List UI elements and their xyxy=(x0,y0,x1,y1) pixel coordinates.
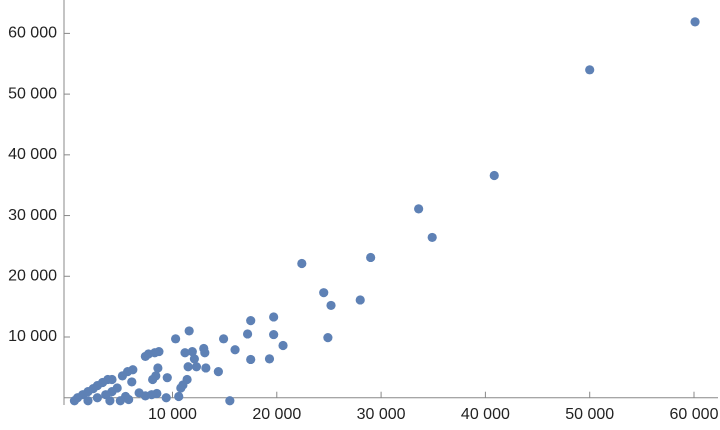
point xyxy=(213,367,223,377)
point xyxy=(218,334,229,344)
point xyxy=(83,396,93,406)
point xyxy=(230,345,240,355)
point xyxy=(105,396,115,406)
y-tick-label: 40 000 xyxy=(8,146,57,163)
y-tick-label: 60 000 xyxy=(8,25,57,42)
point xyxy=(187,346,197,357)
x-tick-label: 40 000 xyxy=(461,406,510,423)
point xyxy=(319,288,329,298)
point xyxy=(326,300,336,311)
point xyxy=(366,252,376,263)
point xyxy=(427,232,437,243)
x-tick-label: 60 000 xyxy=(670,406,719,423)
point xyxy=(162,373,172,383)
x-tick-label: 20 000 xyxy=(252,406,301,423)
point xyxy=(278,340,288,351)
point xyxy=(189,354,199,364)
point xyxy=(242,329,253,339)
point xyxy=(153,363,163,373)
point xyxy=(269,312,279,322)
point xyxy=(117,371,128,381)
point xyxy=(585,65,595,75)
point xyxy=(69,396,80,406)
point xyxy=(148,374,158,385)
point xyxy=(171,334,181,344)
point xyxy=(489,170,499,181)
point xyxy=(183,362,193,372)
point xyxy=(184,326,194,336)
x-tick-label: 50 000 xyxy=(565,406,614,423)
point xyxy=(414,204,424,214)
point xyxy=(264,354,275,364)
point xyxy=(225,396,235,406)
point xyxy=(355,295,365,305)
point xyxy=(92,393,102,403)
point xyxy=(127,377,137,387)
point xyxy=(176,383,186,393)
point xyxy=(246,354,256,365)
point xyxy=(201,363,211,373)
point xyxy=(690,17,700,27)
y-tick-label: 10 000 xyxy=(8,328,57,345)
y-tick-label: 30 000 xyxy=(8,207,57,224)
point xyxy=(323,333,333,343)
y-tick-label: 50 000 xyxy=(8,85,57,102)
point xyxy=(147,390,157,400)
point xyxy=(246,315,256,326)
point xyxy=(191,362,202,372)
point xyxy=(140,351,150,362)
point xyxy=(200,348,210,358)
point xyxy=(174,391,184,402)
point xyxy=(115,396,125,406)
point xyxy=(124,394,134,405)
x-tick-label: 30 000 xyxy=(357,406,406,423)
y-tick-label: 20 000 xyxy=(8,267,57,284)
point xyxy=(297,258,307,269)
x-tick-label: 10 000 xyxy=(148,406,197,423)
point xyxy=(161,393,171,403)
point xyxy=(269,329,279,340)
point xyxy=(180,348,190,358)
